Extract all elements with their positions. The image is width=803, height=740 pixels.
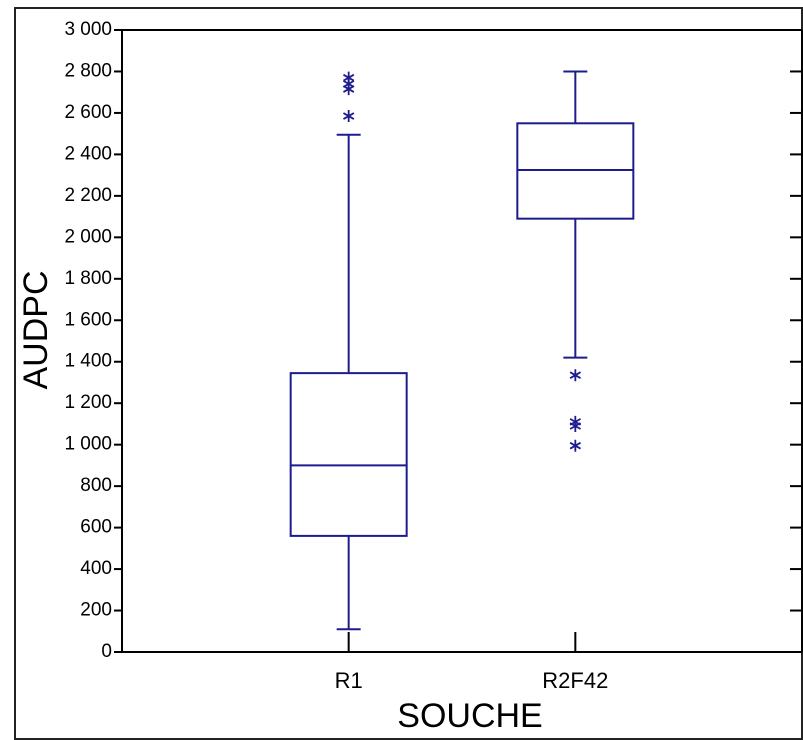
y-tick-label: 1 800 (64, 268, 112, 289)
y-tick-label: 2 600 (64, 102, 112, 123)
y-tick-label: 2 400 (64, 143, 112, 164)
y-tick-label: 200 (80, 600, 112, 621)
y-tick-label: 1 200 (64, 392, 112, 413)
y-tick-label: 600 (80, 517, 112, 538)
box (289, 372, 408, 537)
y-tick-label: 1 400 (64, 351, 112, 372)
y-tick-label: 2 000 (64, 226, 112, 247)
y-axis-label: AUDPC (17, 270, 55, 389)
box (516, 122, 635, 220)
x-tick-label: R2F42 (542, 668, 608, 693)
y-tick-label: 2 800 (64, 60, 112, 81)
outlier (569, 439, 582, 452)
x-tick-label: R1 (335, 668, 363, 693)
outlier (569, 369, 582, 382)
y-tick-label: 0 (101, 641, 112, 662)
y-tick-label: 400 (80, 558, 112, 579)
y-tick-label: 1 600 (64, 309, 112, 330)
outlier (342, 71, 355, 84)
outlier (569, 420, 582, 433)
y-tick-label: 800 (80, 475, 112, 496)
y-tick-label: 3 000 (64, 19, 112, 40)
outlier (342, 110, 355, 123)
frame (14, 7, 803, 740)
y-tick-label: 2 200 (64, 185, 112, 206)
x-axis-label: SOUCHE (397, 697, 542, 735)
y-tick-label: 1 000 (64, 434, 112, 455)
